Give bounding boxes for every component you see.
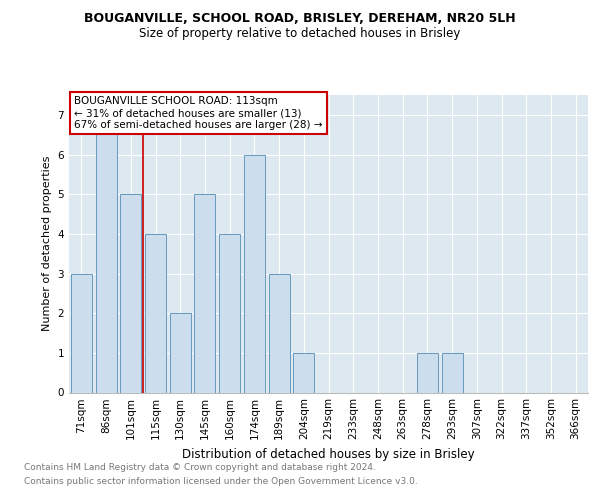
Bar [219, 234, 240, 392]
Text: Contains public sector information licensed under the Open Government Licence v3: Contains public sector information licen… [24, 477, 418, 486]
Bar [170, 313, 191, 392]
Bar [442, 353, 463, 393]
X-axis label: Distribution of detached houses by size in Brisley: Distribution of detached houses by size … [182, 448, 475, 461]
Bar [244, 154, 265, 392]
Text: Size of property relative to detached houses in Brisley: Size of property relative to detached ho… [139, 28, 461, 40]
Bar [145, 234, 166, 392]
Bar [269, 274, 290, 392]
Bar [120, 194, 141, 392]
Bar [417, 353, 438, 393]
Bar [71, 274, 92, 392]
Bar [95, 115, 116, 392]
Text: BOUGANVILLE SCHOOL ROAD: 113sqm
← 31% of detached houses are smaller (13)
67% of: BOUGANVILLE SCHOOL ROAD: 113sqm ← 31% of… [74, 96, 323, 130]
Text: BOUGANVILLE, SCHOOL ROAD, BRISLEY, DEREHAM, NR20 5LH: BOUGANVILLE, SCHOOL ROAD, BRISLEY, DEREH… [84, 12, 516, 26]
Bar [194, 194, 215, 392]
Bar [293, 353, 314, 393]
Text: Contains HM Land Registry data © Crown copyright and database right 2024.: Contains HM Land Registry data © Crown c… [24, 464, 376, 472]
Y-axis label: Number of detached properties: Number of detached properties [42, 156, 52, 332]
